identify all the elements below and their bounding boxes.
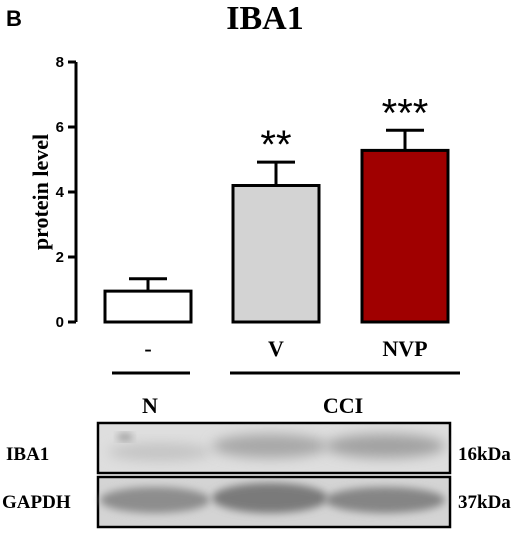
blot-label-gapdh: GAPDH <box>2 492 71 513</box>
blot-size-gapdh: 37kDa <box>458 492 511 513</box>
bar-1 <box>103 289 193 324</box>
y-tick-label: 0 <box>56 314 64 331</box>
y-tick-label: 8 <box>56 54 64 71</box>
y-ticks: 0 2 4 6 8 <box>56 54 76 331</box>
significance-label: ** <box>260 123 291 167</box>
y-tick-label: 6 <box>56 119 64 136</box>
blot-iba1 <box>96 421 452 475</box>
blot-size-iba1: 16kDa <box>458 444 511 465</box>
chart-title: IBA1 <box>226 0 304 37</box>
category-labels: - V NVP <box>144 336 427 361</box>
x-category-label: V <box>268 336 284 361</box>
significance-label: *** <box>382 91 429 135</box>
bar-2 <box>231 184 321 324</box>
x-category-label: NVP <box>382 336 427 361</box>
y-tick-label: 4 <box>56 184 65 201</box>
x-category-label: - <box>144 336 151 361</box>
y-tick-label: 2 <box>56 249 64 266</box>
bars: ***** <box>103 91 450 324</box>
panel-letter: B <box>6 6 22 31</box>
blot-label-iba1: IBA1 <box>6 444 49 465</box>
bar-3 <box>360 148 450 324</box>
y-axis-label: protein level <box>28 134 53 250</box>
blot-gapdh <box>96 475 452 529</box>
group-label-cci: CCI <box>323 393 363 418</box>
group-label-n: N <box>142 393 158 418</box>
